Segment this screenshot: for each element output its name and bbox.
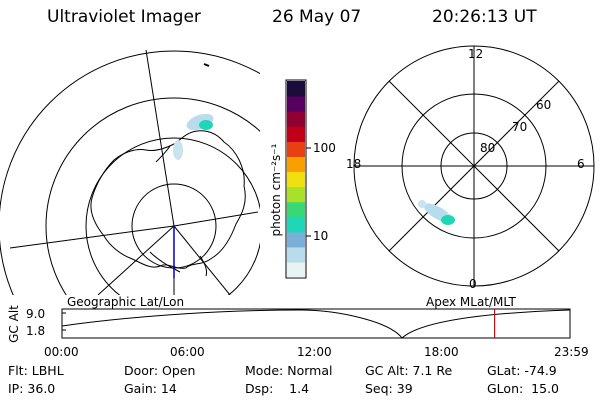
colorbar-tick-label: 100 <box>313 141 336 155</box>
timeline-ylabel: GC Alt <box>7 305 21 343</box>
mode-value: Mode: Normal <box>245 363 333 378</box>
timeline-xtick: 18:00 <box>424 345 459 359</box>
ip-value: IP: 36.0 <box>8 381 56 396</box>
latitude-circle <box>0 50 260 295</box>
continent-outline <box>90 130 246 269</box>
colorbar-stripe <box>287 81 305 97</box>
colorbar-stripe <box>287 171 305 188</box>
gc-alt-value: GC Alt: 7.1 Re <box>365 363 453 378</box>
mlt-diagonal <box>388 80 560 252</box>
filter-value: Flt: LBHL <box>8 363 64 378</box>
mlt-label-6: 6 <box>577 157 585 171</box>
colorbar <box>285 79 311 279</box>
colorbar-stripe <box>287 231 305 248</box>
colorbar-stripe <box>287 141 305 157</box>
left-map-caption: Geographic Lat/Lon <box>67 295 185 309</box>
gain-value: Gain: 14 <box>124 381 177 396</box>
colorbar-stripe <box>287 201 305 218</box>
colorbar-stripe <box>287 186 305 203</box>
mlat-label-70: 70 <box>512 120 528 134</box>
timeline-xtick: 23:59 <box>554 345 589 359</box>
glon-value: GLon: 15.0 <box>487 381 559 396</box>
door-status: Door: Open <box>124 363 196 378</box>
date-label: 26 May 07 <box>272 7 362 27</box>
app-title: Ultraviolet Imager <box>47 7 201 27</box>
mlat-label-80: 80 <box>480 141 496 155</box>
meridian-line <box>173 225 231 295</box>
sequence-value: Seq: 39 <box>365 381 413 396</box>
colorbar-unit-label: photon cm⁻²s⁻¹ <box>269 143 283 237</box>
latitude-circle <box>45 97 260 295</box>
magnetic-polar-plot <box>353 45 595 287</box>
colorbar-stripe <box>287 96 305 112</box>
time-label: 20:26:13 UT <box>432 7 537 27</box>
mlt-label-0: 0 <box>469 277 477 291</box>
timeline-ytick: 1.8 <box>26 324 46 338</box>
colorbar-tick-label: 10 <box>313 229 329 243</box>
coastline <box>155 145 171 163</box>
colorbar-stripe <box>287 246 305 263</box>
mlt-label-12: 12 <box>468 47 484 61</box>
altitude-curve <box>61 309 571 339</box>
mlt-label-18: 18 <box>346 157 362 171</box>
coastline <box>199 255 207 277</box>
meridian-line <box>173 211 259 227</box>
aurora-emission <box>418 200 455 225</box>
colorbar-frame <box>285 79 307 279</box>
colorbar-stripe <box>287 216 305 233</box>
meridian-line <box>9 225 175 249</box>
coastline <box>149 251 181 273</box>
glat-value: GLat: -74.9 <box>487 363 557 378</box>
meridian-line <box>145 49 175 227</box>
colorbar-stripe <box>287 156 305 173</box>
right-map-caption: Apex MLat/MLT <box>426 295 516 309</box>
altitude-timeline <box>61 308 571 339</box>
colorbar-stripe <box>287 126 305 142</box>
geographic-map <box>0 49 260 295</box>
timeline-xtick: 06:00 <box>170 345 205 359</box>
colorbar-gradient <box>287 81 305 278</box>
aurora-emission <box>173 113 214 160</box>
timeline-xtick: 00:00 <box>44 345 79 359</box>
timeline-xtick: 12:00 <box>297 345 332 359</box>
mlat-label-60: 60 <box>536 98 552 112</box>
latitude-circle <box>85 137 260 295</box>
tick-mark <box>203 63 210 67</box>
timeline-ytick: 9.0 <box>26 307 46 321</box>
display-value: Dsp: 1.4 <box>245 381 310 396</box>
colorbar-stripe <box>287 261 305 278</box>
timeline-frame <box>61 308 571 339</box>
colorbar-stripe <box>287 111 305 127</box>
